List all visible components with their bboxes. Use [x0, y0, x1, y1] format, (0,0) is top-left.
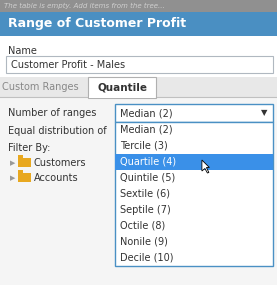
Text: Tercile (3): Tercile (3): [120, 141, 168, 151]
Text: Quantile: Quantile: [97, 82, 147, 92]
FancyBboxPatch shape: [0, 12, 277, 36]
Text: ▼: ▼: [261, 109, 267, 117]
Text: Customers: Customers: [34, 158, 86, 168]
Text: Filter By:: Filter By:: [8, 143, 50, 153]
Text: Septile (7): Septile (7): [120, 205, 171, 215]
FancyBboxPatch shape: [0, 97, 277, 285]
Text: Nonile (9): Nonile (9): [120, 237, 168, 247]
FancyBboxPatch shape: [115, 154, 273, 170]
FancyBboxPatch shape: [89, 96, 155, 98]
Text: Octile (8): Octile (8): [120, 221, 165, 231]
Polygon shape: [202, 160, 209, 173]
FancyBboxPatch shape: [0, 77, 277, 97]
FancyBboxPatch shape: [115, 122, 273, 266]
Text: Decile (10): Decile (10): [120, 253, 173, 263]
Text: Custom Ranges: Custom Ranges: [2, 82, 78, 92]
Text: Quintile (5): Quintile (5): [120, 173, 175, 183]
Text: Customer Profit - Males: Customer Profit - Males: [11, 60, 125, 70]
FancyBboxPatch shape: [115, 104, 273, 122]
FancyBboxPatch shape: [18, 170, 23, 174]
Text: Range of Customer Profit: Range of Customer Profit: [8, 17, 186, 30]
Text: The table is empty. Add items from the tree...: The table is empty. Add items from the t…: [4, 3, 165, 9]
Text: Number of ranges: Number of ranges: [8, 108, 96, 118]
FancyBboxPatch shape: [6, 56, 273, 73]
FancyBboxPatch shape: [0, 36, 277, 285]
FancyBboxPatch shape: [88, 77, 156, 98]
FancyBboxPatch shape: [18, 173, 31, 182]
Text: ▶: ▶: [10, 175, 16, 181]
Text: Sextile (6): Sextile (6): [120, 189, 170, 199]
Text: Quartile (4): Quartile (4): [120, 157, 176, 167]
FancyBboxPatch shape: [18, 158, 31, 167]
Text: ▶: ▶: [10, 160, 16, 166]
Text: Median (2): Median (2): [120, 125, 173, 135]
FancyBboxPatch shape: [18, 155, 23, 159]
Text: Name: Name: [8, 46, 37, 56]
Text: Median (2): Median (2): [120, 108, 173, 118]
FancyBboxPatch shape: [0, 0, 277, 12]
Text: Equal distribution of: Equal distribution of: [8, 126, 107, 136]
Text: Accounts: Accounts: [34, 173, 79, 183]
